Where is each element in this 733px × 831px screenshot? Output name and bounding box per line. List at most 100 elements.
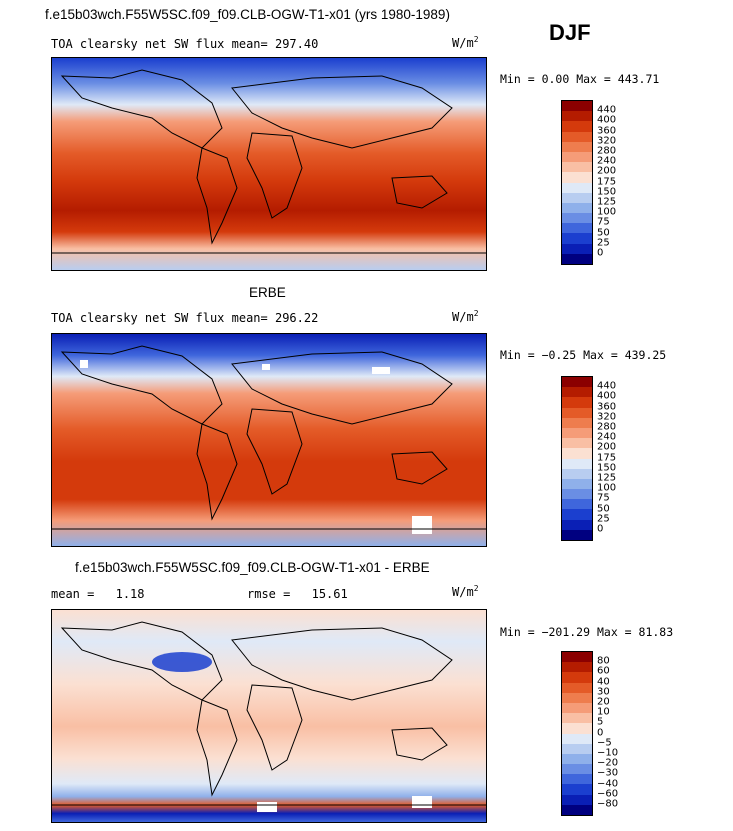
colorbar-tick-label: 100 — [597, 206, 617, 218]
colorbar-swatch — [562, 192, 592, 203]
panel2-variable: TOA clearsky net SW flux — [51, 311, 225, 325]
panel3-units-exp: 2 — [473, 584, 479, 593]
panel1-variable-mean: TOA clearsky net SW flux mean= 297.40 — [51, 37, 318, 51]
panel2-coastlines — [52, 345, 486, 530]
colorbar-tick-label: 0 — [597, 523, 604, 535]
colorbar-tick-label: 360 — [597, 125, 617, 137]
colorbar-tick-label: 175 — [597, 176, 617, 188]
panel3-map-svg — [52, 610, 486, 822]
panel2-units-base: W/m — [452, 310, 474, 324]
colorbar-tick-label: 10 — [597, 706, 610, 718]
panel3-minmax: Min = −201.29 Max = 81.83 — [500, 625, 673, 639]
colorbar-tick-label: −40 — [597, 778, 619, 790]
colorbar-swatch — [562, 774, 592, 785]
panel3-coastlines — [52, 621, 486, 806]
panel3-units: W/m2 — [452, 584, 479, 599]
colorbar-tick-label: −30 — [597, 767, 619, 779]
colorbar-swatch — [562, 223, 592, 234]
colorbar-swatch — [562, 723, 592, 734]
colorbar-swatch — [562, 478, 592, 490]
colorbar-swatch — [562, 243, 592, 254]
colorbar-tick-label: 150 — [597, 186, 617, 198]
colorbar-swatch — [562, 213, 592, 224]
panel1-map — [51, 57, 487, 271]
panel3-map — [51, 609, 487, 823]
colorbar-tick-label: 30 — [597, 686, 610, 698]
colorbar-swatch — [562, 662, 592, 673]
colorbar-swatch — [562, 784, 592, 795]
panel2-units: W/m2 — [452, 309, 479, 324]
colorbar-tick-label: −10 — [597, 747, 619, 759]
panel1-coastlines — [52, 69, 486, 254]
colorbar-tick-label: 440 — [597, 104, 617, 116]
colorbar-swatch — [562, 101, 592, 112]
colorbar-swatch — [562, 489, 592, 500]
colorbar-swatch — [562, 652, 592, 663]
colorbar-swatch — [562, 407, 592, 418]
colorbar-tick-label: 320 — [597, 135, 617, 147]
colorbar-tick-label: 0 — [597, 727, 604, 739]
panel2-min-value: −0.25 — [541, 348, 577, 362]
colorbar-tick-label: 400 — [597, 390, 617, 402]
colorbar-tick-label: 60 — [597, 665, 610, 677]
panel1-units-base: W/m — [452, 36, 474, 50]
colorbar-swatch — [562, 519, 592, 530]
colorbar-swatch — [562, 438, 592, 449]
colorbar-tick-label: 0 — [597, 247, 604, 259]
panel1-field — [52, 58, 486, 270]
panel2-title: ERBE — [249, 285, 286, 300]
panel2-units-exp: 2 — [473, 309, 479, 318]
colorbar-swatch — [562, 162, 592, 173]
colorbar-tick-label: 20 — [597, 696, 610, 708]
colorbar-tick-label: 440 — [597, 380, 617, 392]
panel2-missing-a — [80, 360, 88, 368]
panel1-min-value: 0.00 — [541, 72, 570, 86]
colorbar-swatch — [562, 182, 592, 193]
panel3-rmse: rmse = 15.61 — [247, 587, 348, 601]
colorbar-swatch — [562, 529, 592, 540]
panel3-min-value: −201.29 — [541, 625, 591, 639]
colorbar-tick-label: 175 — [597, 452, 617, 464]
panel3-max-label: Max = — [596, 625, 632, 639]
panel2-map-svg — [52, 334, 486, 546]
colorbar-tick-label: 125 — [597, 472, 617, 484]
colorbar-swatch — [562, 233, 592, 244]
panel1-max-label: Max = — [576, 72, 611, 86]
colorbar-tick-label: 5 — [597, 716, 604, 728]
panel1-units: W/m2 — [452, 35, 479, 50]
colorbar-tick-label: 400 — [597, 114, 617, 126]
panel3-mean-value: 1.18 — [115, 587, 145, 601]
colorbar-swatch — [562, 417, 592, 428]
colorbar-swatch — [562, 733, 592, 744]
colorbar-swatch — [562, 702, 592, 714]
panel2-missing-b — [262, 364, 270, 370]
colorbar-tick-label: 50 — [597, 227, 610, 239]
colorbar-tick-label: 280 — [597, 145, 617, 157]
colorbar-tick-label: 75 — [597, 216, 610, 228]
panel3-mean: mean = 1.18 — [51, 587, 145, 601]
panel1-max-value: 443.71 — [617, 72, 660, 86]
colorbar-tick-label: 50 — [597, 503, 610, 515]
colorbar-swatch — [562, 713, 592, 724]
colorbar-tick-label: 150 — [597, 462, 617, 474]
colorbar-tick-label: 125 — [597, 196, 617, 208]
colorbar-tick-label: −5 — [597, 737, 612, 749]
panel2-max-label: Max = — [583, 348, 618, 362]
colorbar-swatch — [562, 692, 592, 703]
colorbar-swatch — [562, 151, 592, 163]
panel2-missing-c — [372, 367, 390, 374]
colorbar-tick-label: 240 — [597, 155, 617, 167]
colorbar-tick-label: −60 — [597, 788, 619, 800]
season-label: DJF — [549, 20, 591, 45]
panel2-missing-d — [412, 516, 432, 534]
colorbar-tick-label: 80 — [597, 655, 610, 667]
colorbar-tick-label: 75 — [597, 492, 610, 504]
panel3-missing-b — [412, 796, 432, 808]
colorbar-swatch — [562, 764, 592, 775]
colorbar-swatch — [562, 427, 592, 439]
colorbar-swatch — [562, 672, 592, 683]
colorbar-tick-label: 360 — [597, 401, 617, 413]
colorbar-swatch — [562, 468, 592, 479]
panel1-minmax: Min = 0.00 Max = 443.71 — [500, 72, 659, 86]
colorbar-swatch — [562, 499, 592, 510]
